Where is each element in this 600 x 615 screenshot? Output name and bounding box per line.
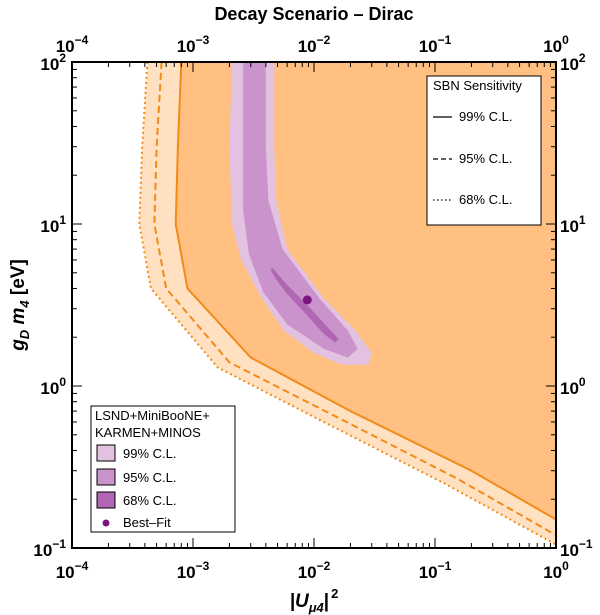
sbn-legend: SBN Sensitivity 99% C.L. 95% C.L. 68% C.… [426,75,542,226]
sbn-legend-99-label: 99% C.L. [459,109,512,124]
x-tick-label-top: 10−3 [177,33,210,56]
x-axis-label-sub: μ4 [308,600,325,615]
sbn-curve-solid [174,62,556,521]
tick-labels: 10−410−410−310−310−210−210−110−110010010… [33,33,593,582]
x-tick-label-top: 10−4 [56,33,89,56]
y-tick-label-left: 100 [40,375,66,398]
fit-legend-95-swatch [96,468,116,486]
fit-legend-title-1: LSND+MiniBooNE+ [95,408,210,423]
x-axis-label-sup: 2 [331,586,338,601]
tick-marks [71,62,556,549]
x-axis-label-main: |U [290,591,310,612]
x-tick-label-top: 10−1 [419,33,452,56]
x-tick-label-bottom: 100 [543,559,569,582]
fit-legend-95-label: 95% C.L. [123,470,176,485]
fit-legend-68-swatch [96,491,116,509]
y-tick-label-right: 101 [560,213,586,236]
chart-title: Decay Scenario – Dirac [214,4,413,24]
y-axis-label: gD m4 [eV] [8,259,32,352]
x-axis-label-tail: | [324,591,329,612]
y-tick-label-left: 101 [40,213,66,236]
fit-legend-title-2: KARMEN+MINOS [95,425,201,440]
fit-region-68cl [270,267,339,343]
fit-legend-bestfit-label: Best–Fit [123,515,171,530]
y-axis-label-main: g [8,339,29,352]
x-tick-label-bottom: 10−1 [419,559,452,582]
y-tick-label-left: 102 [40,51,66,74]
x-tick-label-bottom: 10−2 [298,559,331,582]
sbn-legend-68-label: 68% C.L. [459,192,512,207]
best-fit-point [302,295,312,305]
x-tick-label-top: 10−2 [298,33,331,56]
fit-legend-99-swatch [96,444,116,462]
fit-legend-99-label: 99% C.L. [123,446,176,461]
fit-legend-68-label: 68% C.L. [123,493,176,508]
y-tick-label-right: 102 [560,51,586,74]
fit-legend-bestfit-marker [102,519,110,527]
x-tick-label-top: 100 [543,33,569,56]
y-tick-label-right: 100 [560,375,586,398]
y-axis-label-var: m [8,308,29,330]
fit-region-95cl [243,62,358,358]
x-axis-label: |Uμ4| 2 [290,586,339,615]
x-tick-label-bottom: 10−4 [56,559,89,582]
y-axis-label-sub: D [17,329,32,339]
y-axis-label-var-sub: 4 [17,300,32,309]
sbn-legend-title: SBN Sensitivity [433,78,522,93]
y-axis-label-unit: [eV] [8,259,29,300]
fit-legend: LSND+MiniBooNE+ KARMEN+MINOS 99% C.L. 95… [90,405,236,533]
y-tick-label-right: 10−1 [560,537,593,560]
x-tick-label-bottom: 10−3 [177,559,210,582]
sbn-legend-95-label: 95% C.L. [459,151,512,166]
sbn-curve-dashed [153,62,556,537]
y-tick-label-left: 10−1 [33,537,66,560]
